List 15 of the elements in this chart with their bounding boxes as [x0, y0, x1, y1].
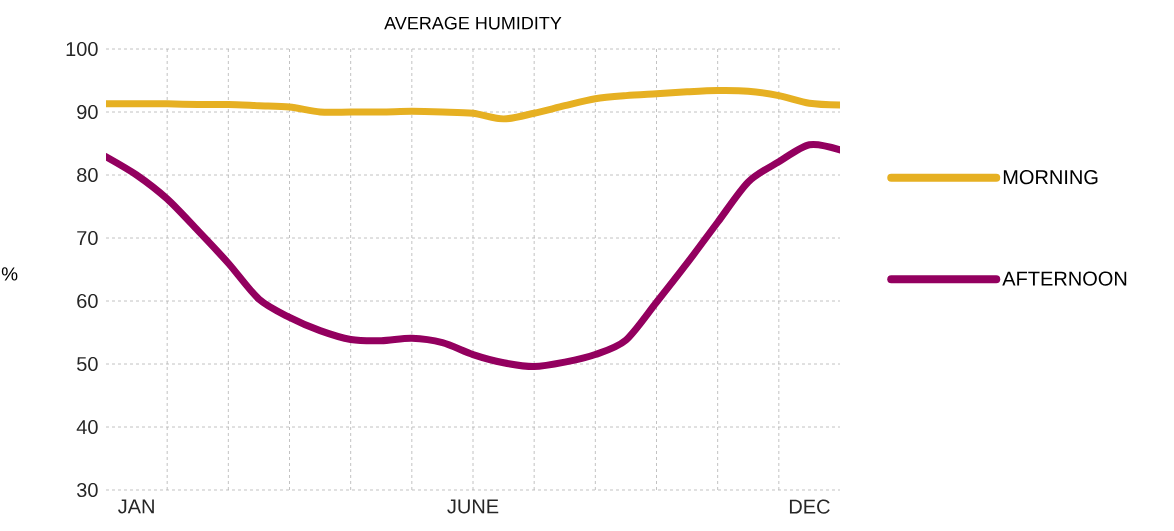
y-tick-label: 40: [76, 419, 98, 435]
y-tick-label: 80: [77, 167, 98, 183]
y-tick-label: 30: [76, 482, 98, 498]
y-tick-label: 50: [77, 356, 98, 372]
x-tick-label: JUNE: [447, 499, 499, 514]
text: AFTERNOON: [1002, 271, 1127, 286]
x-tick-label: DEC: [789, 499, 830, 514]
text: MORNING: [1003, 170, 1098, 185]
y-axis-title: %: [1, 267, 18, 281]
y-tick-label: 90: [77, 104, 98, 120]
y-tick-label: 60: [77, 293, 98, 309]
y-tick-label: 70: [77, 230, 98, 246]
x-tick-label: JAN: [118, 499, 154, 514]
y-tick-label: 100: [66, 41, 98, 57]
chart-title: AVERAGE HUMIDITY: [384, 16, 562, 30]
